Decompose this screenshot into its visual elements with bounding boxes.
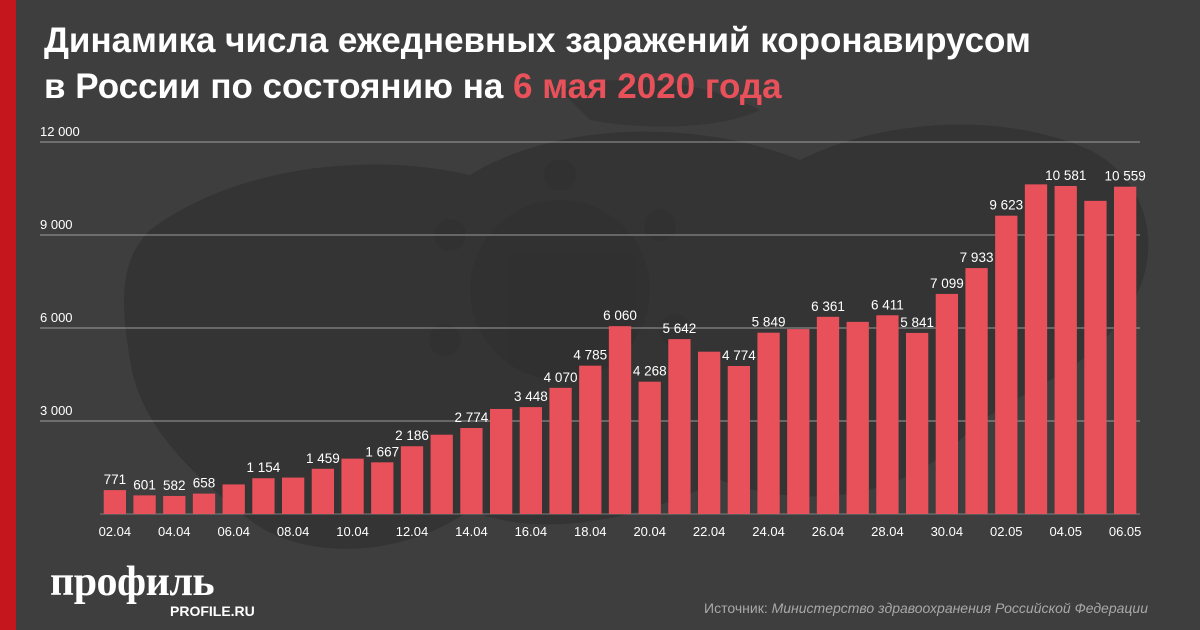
source-note: Источник: Министерство здравоохранения Р… bbox=[704, 600, 1148, 616]
title-date-highlight: 6 мая 2020 года bbox=[513, 67, 782, 106]
bar-08.04 bbox=[282, 477, 305, 514]
data-label: 4 070 bbox=[544, 370, 578, 385]
data-label: 6 411 bbox=[871, 297, 904, 312]
bar-16.04 bbox=[519, 407, 542, 514]
bar-04.04 bbox=[163, 495, 186, 514]
bar-28.04 bbox=[876, 315, 899, 514]
data-label: 2 186 bbox=[395, 428, 429, 443]
x-tick-label: 20.04 bbox=[633, 524, 666, 539]
x-tick-label: 04.04 bbox=[158, 524, 191, 539]
bar-25.04 bbox=[787, 329, 810, 514]
data-label: 771 bbox=[104, 472, 127, 487]
data-label: 9 623 bbox=[989, 198, 1023, 213]
source-text: Министерство здравоохранения Российской … bbox=[771, 600, 1148, 616]
bar-05.05 bbox=[1084, 200, 1107, 514]
x-tick-label: 12.04 bbox=[396, 524, 429, 539]
bar-18.04 bbox=[579, 365, 602, 514]
bar-21.04 bbox=[668, 339, 691, 514]
x-axis-ticks: 02.04 04.04 06.04 08.04 10.04 12.04 14.04 16.04… bbox=[99, 524, 1142, 539]
x-tick-label: 26.04 bbox=[812, 524, 845, 539]
y-tick-label: 6 000 bbox=[40, 310, 73, 325]
bar-11.04 bbox=[371, 462, 394, 514]
bar-02.05 bbox=[995, 215, 1018, 514]
data-label: 10 581 bbox=[1045, 168, 1086, 183]
x-tick-label: 10.04 bbox=[336, 524, 369, 539]
bar-06.04 bbox=[222, 484, 245, 514]
bar-05.04 bbox=[192, 493, 216, 514]
x-tick-label: 06.04 bbox=[217, 524, 250, 539]
data-label: 5 642 bbox=[663, 321, 697, 336]
logo-profil: профиль bbox=[50, 559, 215, 605]
data-label: 4 785 bbox=[573, 348, 607, 363]
data-label: 7 099 bbox=[930, 276, 964, 291]
source-prefix: Источник: bbox=[704, 600, 772, 616]
data-label: 4 268 bbox=[633, 364, 667, 379]
data-label: 6 361 bbox=[811, 299, 845, 314]
bar-12.04 bbox=[400, 446, 424, 514]
data-label: 601 bbox=[133, 477, 156, 492]
y-tick-label: 12 000 bbox=[40, 124, 80, 139]
x-tick-label: 02.04 bbox=[99, 524, 132, 539]
bar-13.04 bbox=[430, 434, 453, 514]
x-tick-label: 30.04 bbox=[931, 524, 964, 539]
bar-10.04 bbox=[341, 458, 364, 514]
title-line-1: Динамика числа ежедневных заражений коро… bbox=[44, 21, 1031, 60]
data-label: 1 667 bbox=[365, 444, 399, 459]
bar-15.04 bbox=[490, 408, 513, 514]
bar-07.04 bbox=[252, 478, 275, 514]
y-axis-ticks: 3 000 6 000 9 000 12 000 bbox=[40, 124, 80, 418]
data-label: 6 060 bbox=[603, 308, 637, 323]
bar-29.04 bbox=[906, 332, 929, 514]
bar-06.05 bbox=[1114, 186, 1137, 514]
data-label: 658 bbox=[193, 476, 216, 491]
data-label: 5 849 bbox=[752, 315, 786, 330]
bar-03.04 bbox=[133, 495, 156, 514]
y-tick-label: 3 000 bbox=[40, 403, 73, 418]
data-label: 582 bbox=[163, 478, 186, 493]
x-tick-label: 04.05 bbox=[1049, 524, 1082, 539]
chart-title: Динамика числа ежедневных заражений коро… bbox=[44, 18, 1174, 110]
bar-30.04 bbox=[935, 293, 958, 514]
x-tick-label: 14.04 bbox=[455, 524, 488, 539]
data-label: 1 154 bbox=[247, 460, 281, 475]
data-label: 10 559 bbox=[1104, 169, 1145, 184]
bar-17.04 bbox=[549, 387, 572, 514]
bar-14.04 bbox=[460, 428, 483, 514]
data-label: 1 459 bbox=[306, 451, 340, 466]
x-tick-label: 24.04 bbox=[752, 524, 785, 539]
bar-02.04 bbox=[103, 490, 126, 514]
bar-23.04 bbox=[727, 366, 750, 514]
x-tick-label: 22.04 bbox=[693, 524, 726, 539]
bar-20.04 bbox=[638, 381, 661, 514]
virus-icon bbox=[429, 159, 691, 380]
title-line-2-prefix: в России по состоянию на bbox=[44, 67, 514, 106]
x-tick-label: 16.04 bbox=[515, 524, 548, 539]
x-tick-label: 02.05 bbox=[990, 524, 1023, 539]
accent-bar bbox=[0, 0, 16, 630]
data-label: 2 774 bbox=[455, 410, 489, 425]
x-tick-label: 18.04 bbox=[574, 524, 607, 539]
data-label: 3 448 bbox=[514, 389, 548, 404]
bars bbox=[103, 184, 1137, 514]
data-label: 4 774 bbox=[722, 348, 756, 363]
bar-03.05 bbox=[1024, 184, 1048, 514]
x-tick-label: 28.04 bbox=[871, 524, 904, 539]
x-tick-label: 08.04 bbox=[277, 524, 310, 539]
bar-09.04 bbox=[311, 468, 334, 514]
logo-url: PROFILE.RU bbox=[170, 603, 255, 619]
bar-04.05 bbox=[1054, 185, 1077, 514]
bar-27.04 bbox=[846, 321, 869, 514]
bar-22.04 bbox=[698, 351, 721, 514]
bar-19.04 bbox=[608, 326, 632, 514]
x-tick-label: 06.05 bbox=[1109, 524, 1142, 539]
bar-24.04 bbox=[757, 332, 780, 514]
data-label: 7 933 bbox=[960, 250, 994, 265]
bar-01.05 bbox=[965, 268, 988, 514]
y-tick-label: 9 000 bbox=[40, 217, 73, 232]
data-label: 5 841 bbox=[900, 315, 934, 330]
bar-26.04 bbox=[816, 316, 840, 514]
